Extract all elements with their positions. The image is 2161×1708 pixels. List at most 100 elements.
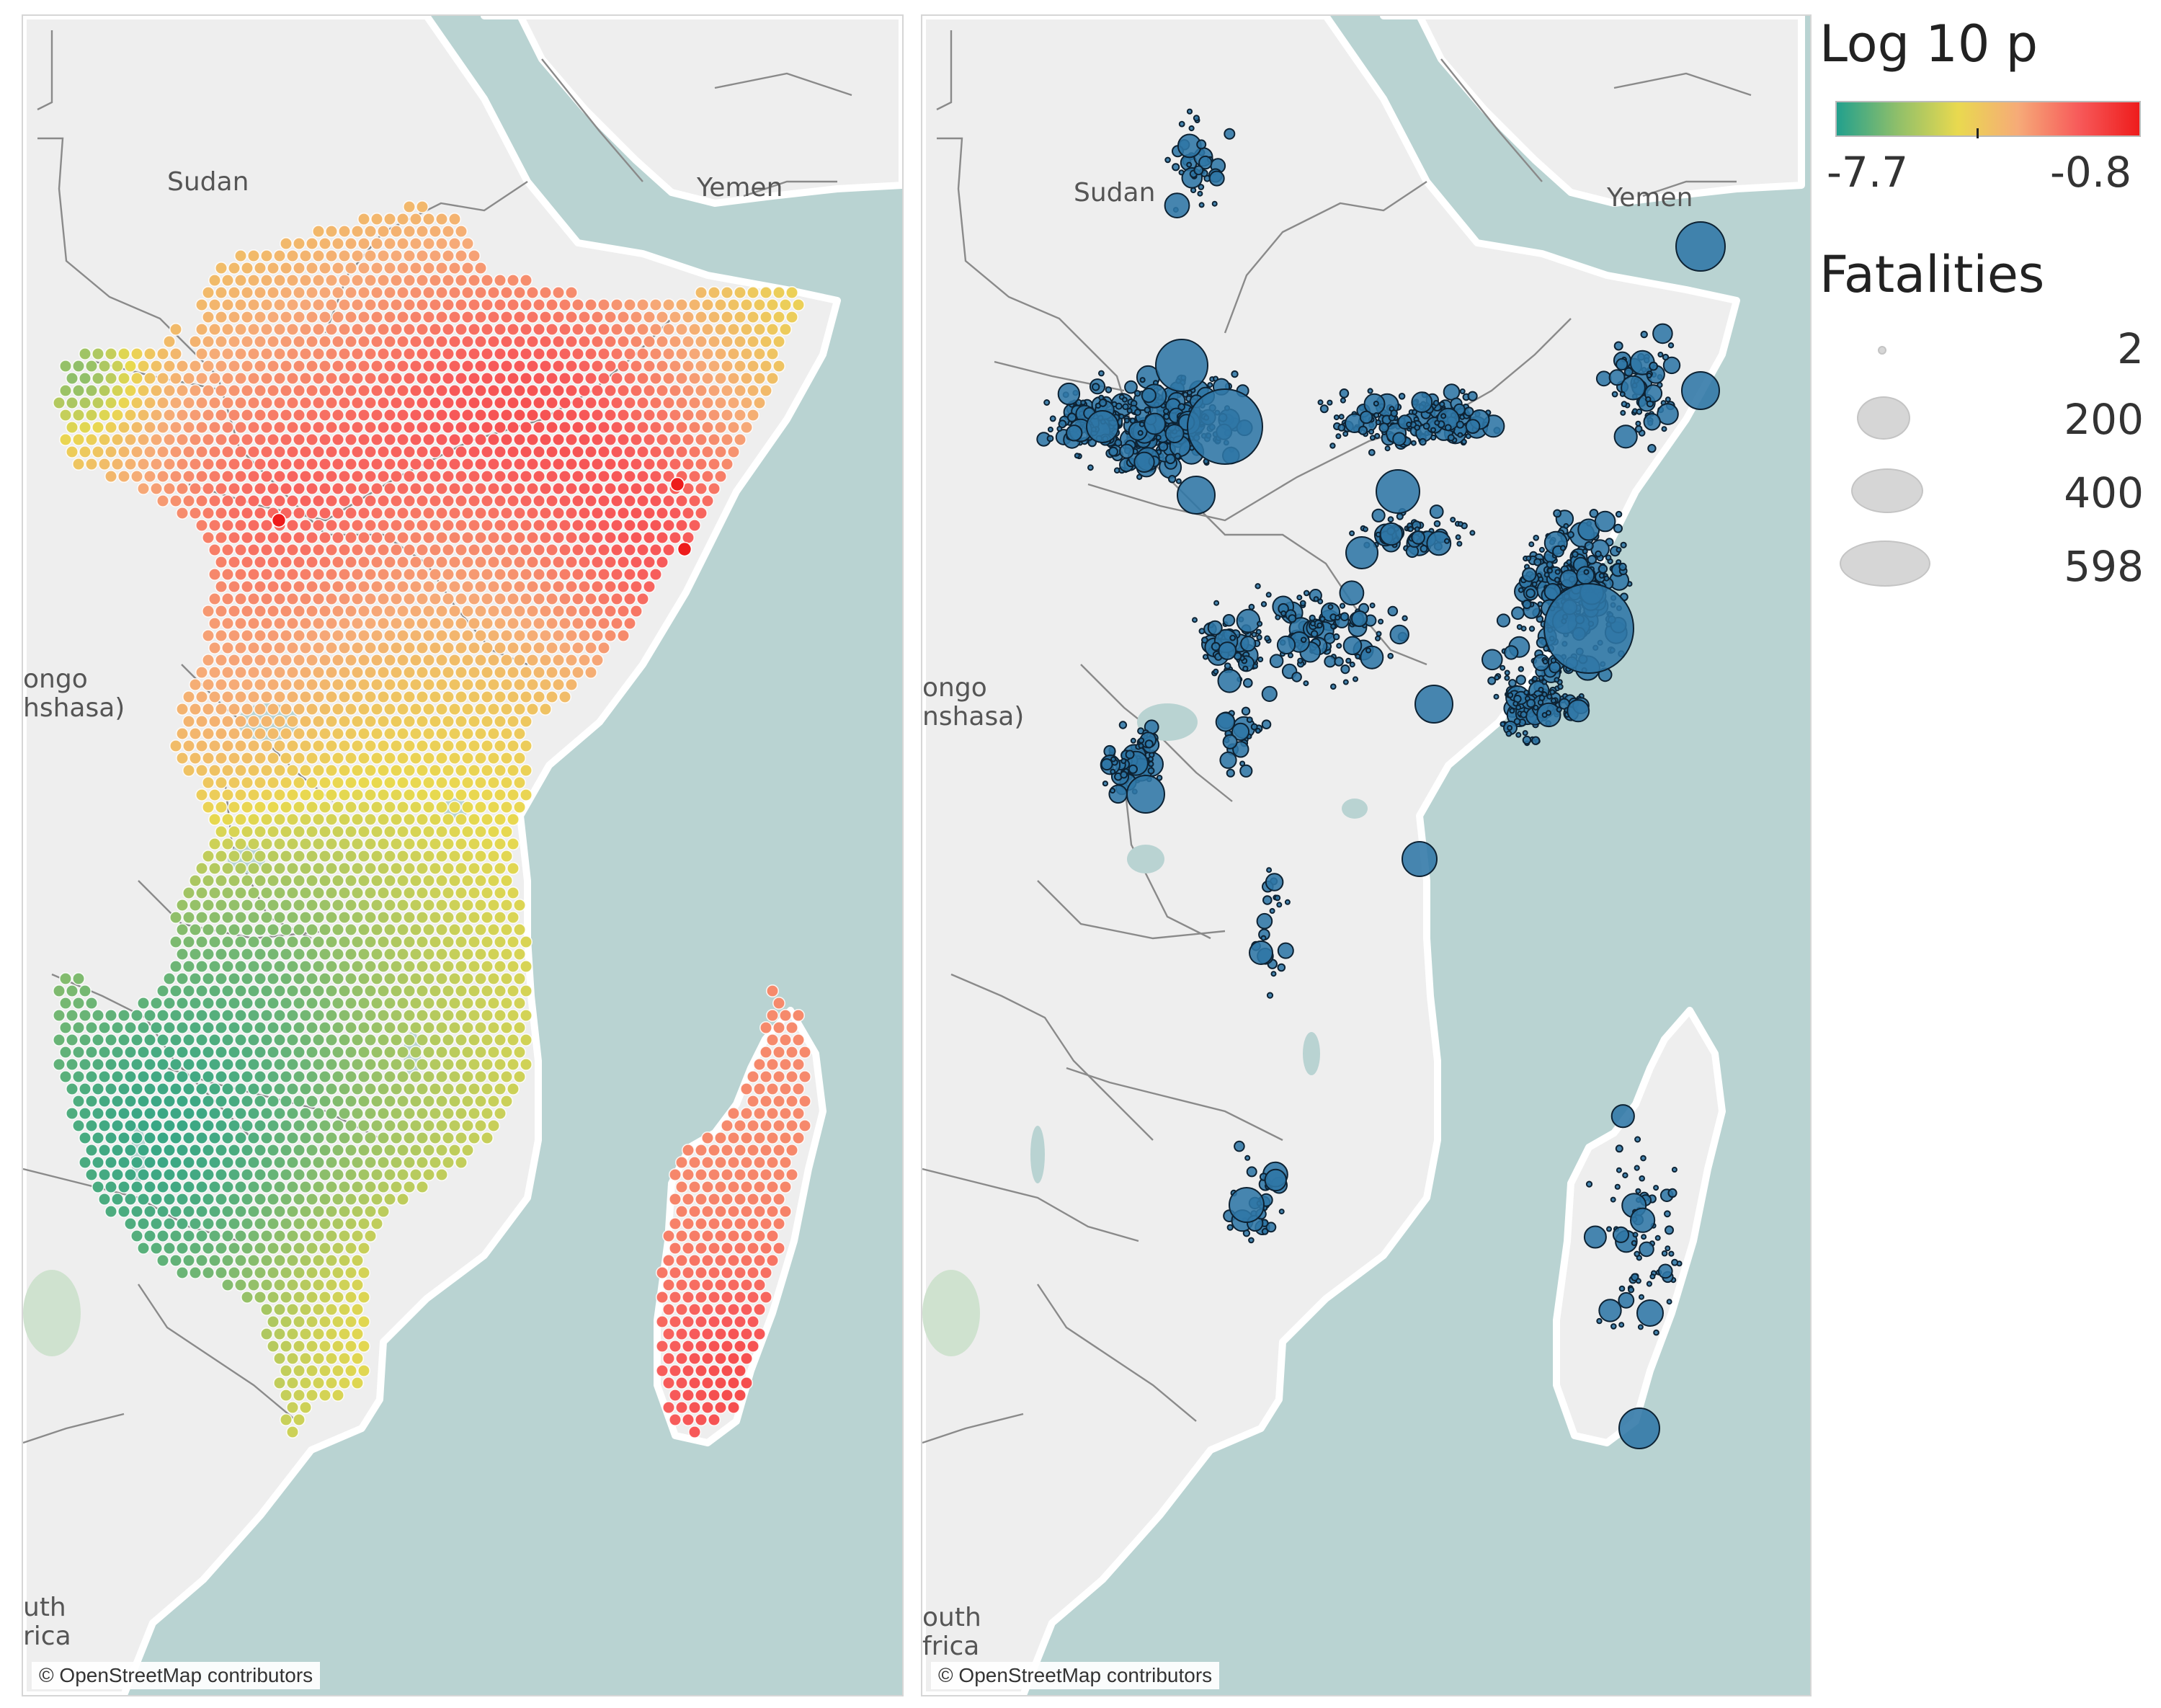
map-attribution[interactable]: © OpenStreetMap contributors <box>32 1662 321 1689</box>
probability-dot <box>214 383 228 397</box>
probability-dot <box>104 396 118 409</box>
probability-dot <box>189 1217 202 1231</box>
probability-dot <box>383 677 396 691</box>
probability-dot <box>292 1266 306 1280</box>
probability-dot <box>208 371 221 385</box>
probability-dot <box>402 960 416 974</box>
probability-dot <box>195 886 209 900</box>
probability-dot <box>233 1205 247 1219</box>
probability-dot <box>324 518 338 532</box>
probability-dot <box>577 530 591 544</box>
probability-dot <box>337 1131 351 1145</box>
probability-dot <box>331 481 344 495</box>
probability-dot <box>279 972 293 986</box>
probability-dot <box>337 813 351 827</box>
probability-dot <box>331 555 344 569</box>
probability-dot <box>402 935 416 949</box>
probability-dot <box>590 457 604 471</box>
fatality-bubble <box>1549 661 1561 674</box>
probability-dot <box>220 1058 234 1072</box>
fatality-bubble <box>1525 555 1532 561</box>
probability-dot <box>92 1180 105 1194</box>
probability-dot <box>246 322 260 336</box>
probability-dot <box>227 1193 241 1206</box>
probability-dot <box>130 469 144 483</box>
fatality-bubble <box>1621 375 1646 401</box>
probability-dot <box>279 948 293 961</box>
probability-dot <box>396 776 409 790</box>
probability-dot <box>493 322 507 336</box>
probability-dot <box>467 1009 481 1023</box>
probability-dot <box>733 1389 747 1402</box>
probability-dot <box>499 628 513 642</box>
fatality-bubble <box>1105 386 1113 393</box>
probability-dot <box>272 813 286 827</box>
probability-dot <box>253 628 267 642</box>
probability-dot <box>259 1156 273 1170</box>
probability-dot <box>590 628 604 642</box>
probability-dot <box>182 690 196 703</box>
probability-dot <box>616 628 630 642</box>
fatality-bubble <box>1332 633 1340 641</box>
fatality-bubble <box>1362 526 1368 533</box>
probability-dot <box>220 420 234 434</box>
fatality-bubble <box>1620 409 1626 416</box>
fatality-bubble <box>1269 908 1275 914</box>
probability-dot <box>363 739 377 752</box>
fatality-bubble <box>1224 662 1231 670</box>
probability-dot <box>311 469 325 483</box>
probability-dot <box>415 1131 429 1145</box>
probability-dot <box>65 984 79 998</box>
probability-dot <box>480 518 494 532</box>
probability-dot <box>279 1193 293 1206</box>
probability-dot <box>389 960 403 974</box>
probability-dot <box>467 764 481 778</box>
probability-dot <box>506 469 520 483</box>
fatality-bubble <box>1310 621 1316 627</box>
probability-dot <box>376 616 390 630</box>
probability-dot <box>610 543 623 556</box>
map-panel-fatalities[interactable]: Sudan Yemen ongo nshasa) outh frica © Op… <box>921 14 1812 1696</box>
probability-dot <box>337 1229 351 1243</box>
probability-dot <box>713 371 727 385</box>
probability-dot <box>726 1205 740 1219</box>
probability-dot <box>564 506 578 520</box>
probability-dot <box>454 886 468 900</box>
probability-dot <box>208 518 221 532</box>
map-panel-log10p[interactable]: Sudan Yemen ongo hshasa) uth rica © Open… <box>22 14 904 1696</box>
probability-dot <box>467 886 481 900</box>
probability-dot <box>253 1291 267 1304</box>
probability-dot <box>298 837 312 851</box>
probability-dot <box>577 555 591 569</box>
probability-dot <box>305 604 318 618</box>
probability-dot <box>65 1107 79 1121</box>
probability-dot <box>363 224 377 238</box>
probability-dot <box>396 653 409 667</box>
probability-dot <box>350 1009 364 1023</box>
probability-dot <box>629 359 643 373</box>
probability-dot <box>324 1058 338 1072</box>
probability-dot <box>344 776 357 790</box>
probability-dot <box>163 359 177 373</box>
probability-dot <box>415 984 429 998</box>
probability-dot <box>253 874 267 888</box>
probability-dot <box>208 273 221 287</box>
probability-dot <box>603 555 617 569</box>
probability-dot <box>460 481 474 495</box>
probability-dot <box>202 1021 215 1035</box>
probability-dot <box>616 555 630 569</box>
probability-dot <box>493 665 507 679</box>
probability-dot <box>752 1327 766 1341</box>
probability-dot <box>739 1156 753 1170</box>
probability-dot <box>402 616 416 630</box>
probability-dot <box>130 1205 144 1219</box>
fatality-bubble <box>1280 610 1287 617</box>
probability-dot <box>176 481 190 495</box>
probability-dot <box>746 1340 759 1353</box>
probability-dot <box>441 543 455 556</box>
probability-dot <box>493 1058 507 1072</box>
probability-dot <box>538 653 552 667</box>
probability-dot <box>259 420 273 434</box>
probability-dot <box>357 555 370 569</box>
map-attribution[interactable]: © OpenStreetMap contributors <box>931 1662 1220 1689</box>
